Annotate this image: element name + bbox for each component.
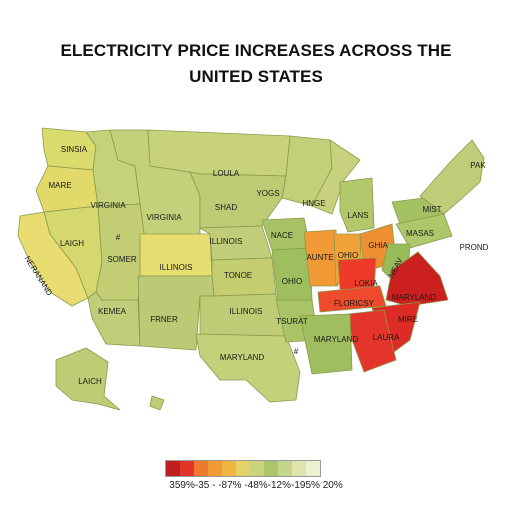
state-label: MARE <box>48 181 71 190</box>
state-label: VIRGINIA <box>90 201 126 210</box>
state-label: AUNTE <box>306 253 333 262</box>
state-region[interactable] <box>87 291 141 347</box>
state-label: MARYLAND <box>314 335 359 344</box>
state-label: ILLINOIS <box>160 263 193 272</box>
state-label: MASAS <box>406 229 434 238</box>
state-region[interactable] <box>299 313 353 375</box>
state-label: SINSIA <box>61 145 88 154</box>
legend-swatch <box>180 461 194 476</box>
state-label: MIRE <box>398 315 418 324</box>
state-label: SHAD <box>215 203 237 212</box>
map-marker-icon: # <box>294 347 299 356</box>
state-label: NACE <box>271 231 293 240</box>
legend-swatch <box>292 461 306 476</box>
state-label: TONOE <box>224 271 252 280</box>
state-label: PROND <box>460 243 489 252</box>
state-label: TSURAT <box>276 317 308 326</box>
state-region[interactable] <box>95 203 146 301</box>
legend-swatch <box>264 461 278 476</box>
state-label: ILLINOIS <box>210 237 243 246</box>
legend-swatch <box>278 461 292 476</box>
state-label: SOMER <box>107 255 137 264</box>
color-scale-legend <box>165 460 321 477</box>
state-label: LAIGH <box>60 239 84 248</box>
legend-swatch <box>250 461 264 476</box>
map-title-line-1: ELECTRICITY PRICE INCREASES ACROSS THE <box>60 41 452 60</box>
state-region[interactable] <box>303 229 339 287</box>
state-label: ILLINOIS <box>230 307 263 316</box>
state-label: LAURA <box>373 333 400 342</box>
legend-swatch <box>236 461 250 476</box>
map-title: ELECTRICITY PRICE INCREASES ACROSS THE U… <box>0 38 512 90</box>
legend-swatch <box>208 461 222 476</box>
legend-swatch <box>306 461 320 476</box>
state-label: PAK <box>470 161 486 170</box>
state-label: LOULA <box>213 169 240 178</box>
legend-swatch <box>194 461 208 476</box>
state-region[interactable] <box>55 347 121 411</box>
state-label: OHIO <box>338 251 358 260</box>
state-label: OHIO <box>282 277 302 286</box>
state-region[interactable] <box>195 333 301 403</box>
state-label: LANS <box>348 211 369 220</box>
state-region[interactable] <box>385 251 449 307</box>
state-region[interactable] <box>347 309 397 373</box>
state-label: MARYLAND <box>392 293 437 302</box>
state-region[interactable] <box>311 139 361 215</box>
state-region[interactable] <box>339 177 375 233</box>
state-label: HNGE <box>302 199 325 208</box>
legend-swatch <box>166 461 180 476</box>
state-label: GHIA <box>368 241 388 250</box>
map-title-line-2: UNITED STATES <box>189 67 323 86</box>
state-label: LOKIA <box>354 279 378 288</box>
state-label: YOGS <box>256 189 279 198</box>
legend-scale-label: 359%-35 - -87% -48%-12%-195% 20% <box>169 480 343 491</box>
state-label: LAICH <box>78 377 102 386</box>
state-label: FRNER <box>150 315 178 324</box>
state-label: MIST <box>422 205 441 214</box>
state-region[interactable] <box>149 395 165 411</box>
map-marker-icon: # <box>116 233 121 242</box>
state-region[interactable] <box>419 139 485 215</box>
state-label: KEMEA <box>98 307 127 316</box>
state-label: VIRGINIA <box>146 213 182 222</box>
state-label: FLORICSY <box>334 299 375 308</box>
state-region[interactable] <box>395 213 453 249</box>
legend-swatch <box>222 461 236 476</box>
state-region[interactable] <box>199 293 287 341</box>
state-label: MARYLAND <box>220 353 265 362</box>
state-region[interactable] <box>189 171 287 229</box>
